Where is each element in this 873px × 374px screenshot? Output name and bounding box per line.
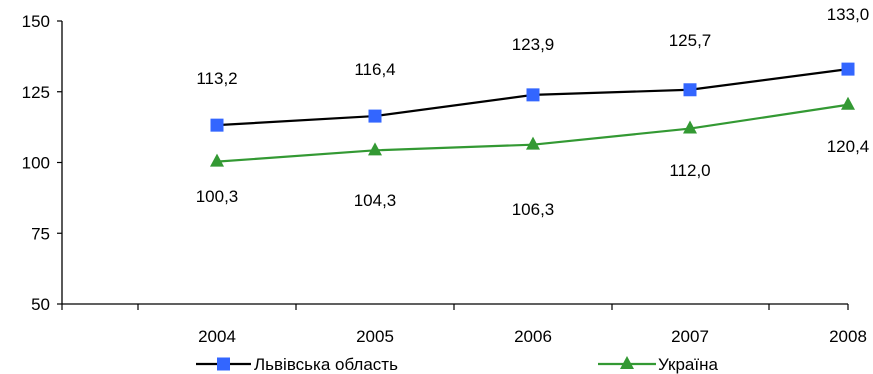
data-label-series-0: 113,2 — [196, 69, 237, 88]
data-labels: 113,2 116,4 123,9 125,7 133,0 100,3 104,3 106,3… — [196, 5, 870, 219]
data-point-triangle — [683, 120, 697, 134]
chart-series — [210, 62, 855, 167]
data-label-series-0: 123,9 — [512, 35, 555, 54]
x-tick-label: 2005 — [356, 327, 394, 346]
data-point-triangle — [210, 153, 224, 167]
data-point-square — [368, 109, 382, 123]
data-point-square — [210, 118, 224, 132]
chart-legend: Львівська область Україна — [196, 355, 718, 374]
data-label-series-1: 100,3 — [196, 187, 239, 206]
x-axis-ticks: 2004 2005 2006 2007 2008 — [61, 304, 867, 346]
x-tick-label: 2007 — [671, 327, 709, 346]
y-axis-ticks: 50 75 100 125 150 — [22, 12, 62, 314]
y-tick-label: 100 — [22, 154, 50, 173]
data-label-series-0: 125,7 — [669, 31, 712, 50]
data-point-square — [683, 83, 697, 97]
data-label-series-1: 112,0 — [669, 161, 710, 180]
series-line-1 — [216, 103, 849, 163]
data-point-triangle — [368, 142, 382, 156]
data-label-series-1: 104,3 — [354, 191, 397, 210]
y-tick-label: 125 — [22, 83, 50, 102]
x-tick-label: 2008 — [829, 327, 867, 346]
data-point-square — [526, 88, 540, 102]
x-tick-label: 2004 — [198, 327, 236, 346]
legend-marker-square — [217, 357, 230, 371]
x-tick-label: 2006 — [514, 327, 552, 346]
legend-label-1: Україна — [658, 355, 718, 374]
data-label-series-0: 133,0 — [827, 5, 870, 24]
legend-marker-triangle — [620, 356, 634, 369]
data-label-series-1: 106,3 — [512, 200, 555, 219]
legend-label-0: Львівська область — [254, 355, 398, 374]
data-label-series-1: 120,4 — [827, 137, 870, 156]
data-label-series-0: 116,4 — [354, 60, 395, 79]
data-point-triangle — [841, 96, 855, 110]
y-tick-label: 50 — [31, 295, 50, 314]
y-tick-label: 150 — [22, 12, 50, 31]
data-point-triangle — [526, 136, 540, 150]
chart-axes — [61, 21, 848, 305]
data-point-square — [841, 62, 855, 76]
y-tick-label: 75 — [31, 224, 50, 243]
